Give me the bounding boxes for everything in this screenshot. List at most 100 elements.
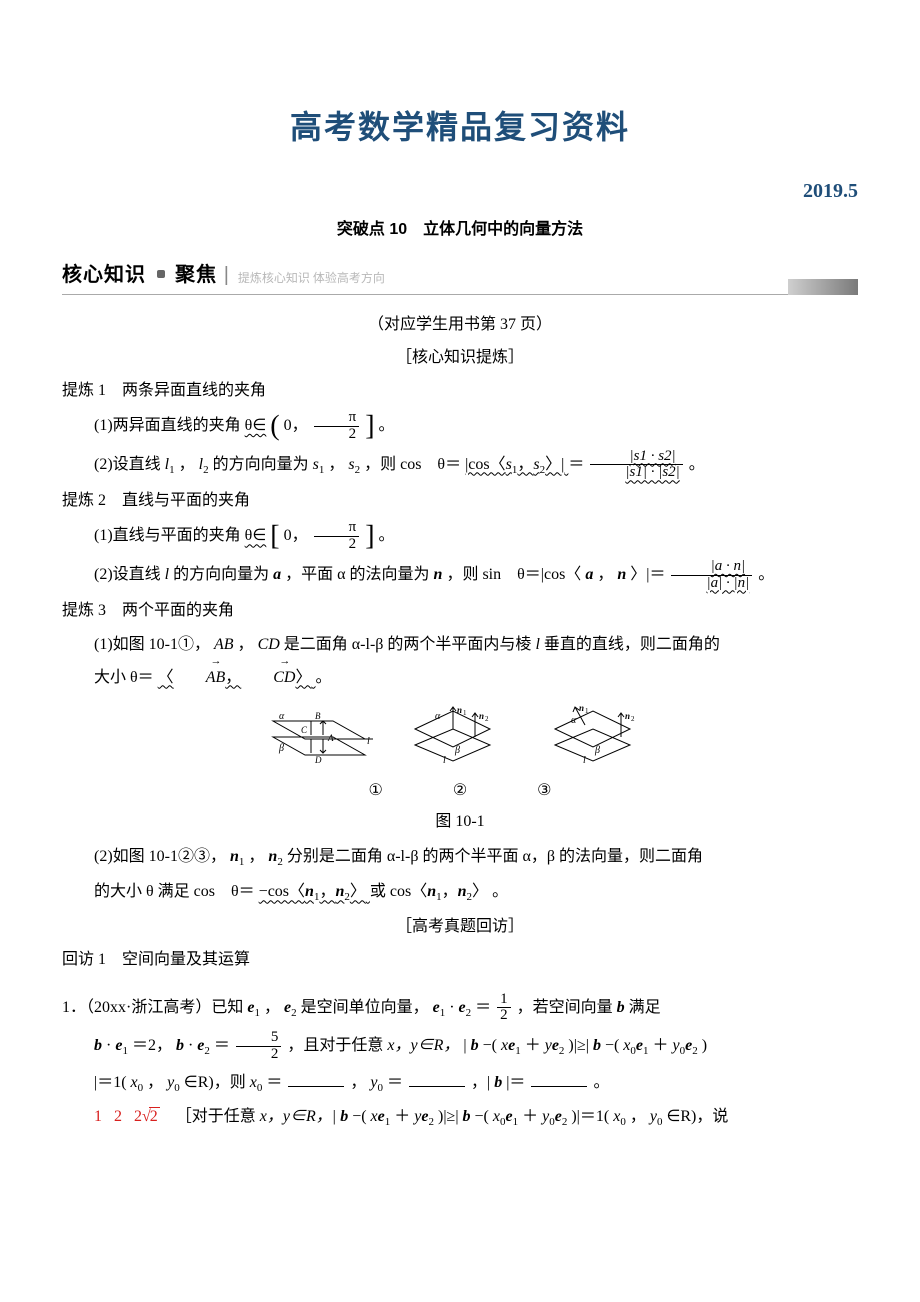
b4: b — [471, 1037, 479, 1054]
e1f-sub: 1 — [385, 1117, 391, 1129]
l1-sub: 1 — [169, 464, 175, 476]
t2-p1-end: 。 — [379, 527, 395, 544]
q1-a: 1．（20xx·浙江高考）已知 — [62, 999, 247, 1016]
svg-text:β: β — [594, 745, 600, 756]
n2: n — [268, 848, 277, 865]
b2: b — [94, 1037, 102, 1054]
num3: 1 — [497, 992, 511, 1009]
e1g: e — [505, 1108, 512, 1125]
e2e-sub: 2 — [692, 1045, 698, 1057]
n1c: n — [427, 883, 436, 900]
y: y — [545, 1037, 552, 1054]
e2g: e — [555, 1108, 562, 1125]
t2-p2-d: ，则 sin θ＝|cos〈 — [446, 566, 581, 583]
or: 或 cos〈 — [370, 883, 427, 900]
figure-row: α β B C A D l α n1 n — [62, 701, 858, 775]
dot: · — [449, 999, 454, 1016]
dot2: · — [106, 1037, 111, 1054]
t2-p1-a: (1)直线与平面的夹角 — [94, 527, 245, 544]
y0b-sub: 0 — [174, 1082, 180, 1094]
t2-p2-a: (2)设直线 — [94, 566, 165, 583]
t3-p2-c: 的大小 θ 满足 cos θ＝ — [94, 883, 255, 900]
ans-3-pref: 2 — [134, 1108, 142, 1125]
m3: ， — [248, 848, 264, 865]
svg-text:B: B — [315, 711, 321, 721]
frac-an-num: |a · n| — [671, 559, 752, 576]
ans-1: 1 — [94, 1108, 102, 1125]
bracket-open-2: [ — [270, 521, 279, 552]
five-half: 52 — [236, 1030, 282, 1063]
l: l — [165, 566, 169, 583]
xE: x — [371, 1108, 378, 1125]
t1-p2-c: ，则 cos θ＝ — [364, 456, 461, 473]
svg-text:l: l — [583, 755, 586, 766]
figure-2: α n1 n2 β l — [405, 701, 515, 775]
e1d-sub: 1 — [515, 1045, 521, 1057]
band-left: 核心知识 聚焦 | — [62, 258, 230, 294]
svg-text:α: α — [279, 711, 285, 722]
e2-sub: 2 — [291, 1007, 297, 1019]
x0b: x — [131, 1074, 138, 1091]
t1-p2-end: 。 — [689, 456, 705, 473]
cd: CD — [258, 636, 280, 653]
ans-2: 2 — [114, 1108, 122, 1125]
comma4: ， — [319, 883, 335, 900]
topic-3: 提炼 3 两个平面的夹角 — [62, 597, 858, 624]
q1-f: 满足 — [629, 999, 661, 1016]
zero-2: 0 — [284, 527, 292, 544]
s1-sub: 1 — [319, 464, 325, 476]
svg-text:D: D — [314, 755, 322, 765]
bracket-close: ] — [365, 410, 374, 441]
svg-text:β: β — [454, 745, 460, 756]
t2-p2-c: ，平面 α 的法向量为 — [285, 566, 433, 583]
abs-eq1: |＝1( — [94, 1074, 127, 1091]
band-text-1: 核心知识 — [62, 264, 146, 286]
svg-text:C: C — [301, 725, 308, 735]
eq7: |＝ — [506, 1074, 525, 1091]
close-paren: ) — [702, 1037, 707, 1054]
t3-p2-b: 分别是二面角 α-l-β 的两个半平面 α，β 的法向量，则二面角 — [287, 848, 703, 865]
x0c-sub: 0 — [257, 1082, 263, 1094]
e1e: e — [636, 1037, 643, 1054]
q1-end: 。 — [593, 1074, 609, 1091]
plus3: ＋ — [394, 1108, 410, 1125]
svg-text:1: 1 — [585, 707, 589, 715]
t3-p2: (2)如图 10-1②③， n1 ， n2 分别是二面角 α-l-β 的两个半平… — [62, 843, 858, 872]
y0c-sub: 0 — [377, 1082, 383, 1094]
n2c: n — [458, 883, 467, 900]
exp-d: )|≥| — [438, 1108, 459, 1125]
eq: ＝ — [568, 456, 584, 473]
b-vec: b — [617, 999, 625, 1016]
subtitle: 突破点 10 立体几何中的向量方法 — [62, 216, 858, 243]
svg-text:α: α — [571, 715, 577, 726]
e1b-sub: 1 — [440, 1007, 446, 1019]
svg-text:β: β — [278, 743, 284, 754]
b8: b — [463, 1108, 471, 1125]
figure-3: α n1 n2 β l — [545, 701, 655, 775]
xy: x，y∈R， — [387, 1037, 459, 1054]
n-vec-2: n — [617, 566, 626, 583]
exp-h: ∈R)，说 — [666, 1108, 728, 1125]
frac-s: |s1 · s2| |s1| · |s2| — [590, 449, 682, 482]
section-heading-2: ［高考真题回访］ — [62, 913, 858, 940]
comma8: ，| — [471, 1074, 490, 1091]
svg-text:n: n — [457, 705, 462, 715]
frac-an: |a · n| |a| · |n| — [671, 559, 752, 592]
comma5: ， — [442, 883, 458, 900]
t3-p2-a: (2)如图 10-1②③， — [94, 848, 226, 865]
e2f-sub: 2 — [429, 1117, 435, 1129]
eq6: ＝ — [387, 1074, 403, 1091]
den4: 2 — [236, 1047, 282, 1063]
fig-label-2: ② — [453, 777, 467, 804]
blank-1 — [288, 1070, 344, 1087]
n1: n — [230, 848, 239, 865]
ans-3-rad: 2 — [149, 1107, 160, 1125]
t2-p2-e: ， — [597, 566, 613, 583]
abs1: | — [463, 1037, 466, 1054]
t3-p1-b: 是二面角 α-l-β 的两个半平面内与棱 — [284, 636, 536, 653]
e2c-sub: 2 — [204, 1045, 210, 1057]
close-abs: )|≥| — [568, 1037, 589, 1054]
frac-s-den: |s1| · |s2| — [590, 465, 682, 481]
n1-sub: 1 — [239, 857, 245, 869]
den2: 2 — [314, 537, 360, 553]
